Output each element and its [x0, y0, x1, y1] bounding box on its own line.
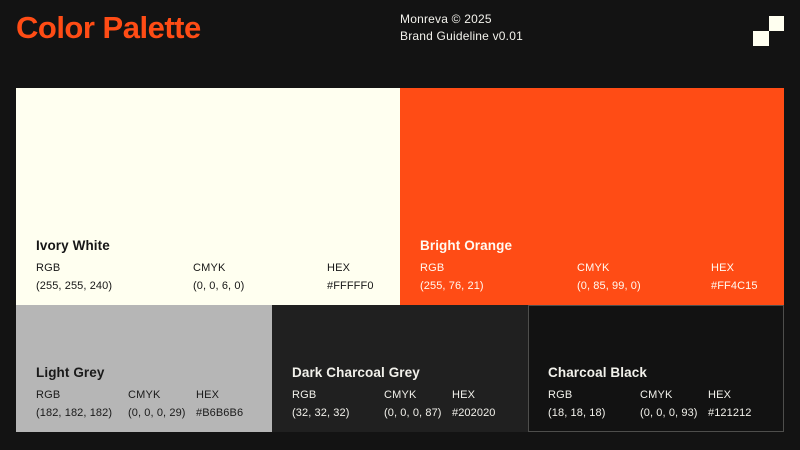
swatch-info: Ivory White RGB (255, 255, 240) CMYK (0,…	[16, 238, 400, 305]
swatch-grid: Ivory White RGB (255, 255, 240) CMYK (0,…	[16, 88, 784, 432]
cmyk-column: CMYK (0, 0, 0, 29)	[128, 389, 196, 419]
hex-column: HEX #B6B6B6	[196, 389, 258, 419]
cmyk-value: (0, 0, 0, 87)	[384, 407, 442, 419]
swatch-ivory-white: Ivory White RGB (255, 255, 240) CMYK (0,…	[16, 88, 400, 305]
swatch-name: Bright Orange	[420, 238, 513, 253]
rgb-label: RGB	[292, 389, 317, 401]
swatch-info: Light Grey RGB (182, 182, 182) CMYK (0, …	[16, 365, 272, 432]
hex-value: #121212	[708, 407, 752, 419]
rgb-column: RGB (32, 32, 32)	[292, 389, 384, 419]
cmyk-label: CMYK	[128, 389, 161, 401]
rgb-column: RGB (255, 76, 21)	[420, 262, 577, 292]
hex-label: HEX	[196, 389, 220, 401]
rgb-column: RGB (18, 18, 18)	[548, 389, 640, 419]
deco-square-bottom-icon	[753, 31, 769, 46]
hex-label: HEX	[708, 389, 732, 401]
hex-column: HEX #121212	[708, 389, 769, 419]
cmyk-label: CMYK	[384, 389, 417, 401]
brand-note-line-2: Brand Guideline v0.01	[400, 29, 523, 43]
hex-column: HEX #FFFFF0	[327, 262, 386, 292]
cmyk-label: CMYK	[577, 262, 610, 274]
brand-note: Monreva © 2025 Brand Guideline v0.01	[400, 11, 523, 45]
hex-column: HEX #FF4C15	[711, 262, 770, 292]
rgb-column: RGB (255, 255, 240)	[36, 262, 193, 292]
swatch-specs: RGB (18, 18, 18) CMYK (0, 0, 0, 93) HEX …	[548, 389, 769, 419]
swatch-dark-charcoal-grey: Dark Charcoal Grey RGB (32, 32, 32) CMYK…	[272, 305, 528, 432]
cmyk-value: (0, 0, 6, 0)	[193, 280, 245, 292]
cmyk-label: CMYK	[193, 262, 226, 274]
rgb-label: RGB	[548, 389, 573, 401]
swatch-light-grey: Light Grey RGB (182, 182, 182) CMYK (0, …	[16, 305, 272, 432]
swatch-charcoal-black: Charcoal Black RGB (18, 18, 18) CMYK (0,…	[528, 305, 784, 432]
rgb-value: (255, 255, 240)	[36, 280, 113, 292]
swatch-specs: RGB (255, 76, 21) CMYK (0, 85, 99, 0) HE…	[420, 262, 770, 292]
cmyk-value: (0, 0, 0, 29)	[128, 407, 186, 419]
swatch-specs: RGB (182, 182, 182) CMYK (0, 0, 0, 29) H…	[36, 389, 258, 419]
swatch-info: Bright Orange RGB (255, 76, 21) CMYK (0,…	[400, 238, 784, 305]
cmyk-value: (0, 85, 99, 0)	[577, 280, 641, 292]
rgb-value: (255, 76, 21)	[420, 280, 484, 292]
cmyk-value: (0, 0, 0, 93)	[640, 407, 698, 419]
cmyk-column: CMYK (0, 0, 0, 93)	[640, 389, 708, 419]
hex-label: HEX	[452, 389, 476, 401]
swatch-name: Charcoal Black	[548, 365, 647, 380]
cmyk-column: CMYK (0, 85, 99, 0)	[577, 262, 711, 292]
swatch-name: Light Grey	[36, 365, 105, 380]
swatch-info: Dark Charcoal Grey RGB (32, 32, 32) CMYK…	[272, 365, 528, 432]
cmyk-label: CMYK	[640, 389, 673, 401]
swatch-info: Charcoal Black RGB (18, 18, 18) CMYK (0,…	[529, 365, 783, 431]
rgb-label: RGB	[36, 389, 61, 401]
hex-value: #202020	[452, 407, 496, 419]
swatch-name: Ivory White	[36, 238, 110, 253]
deco-squares-icon	[0, 0, 800, 60]
swatch-specs: RGB (255, 255, 240) CMYK (0, 0, 6, 0) HE…	[36, 262, 386, 292]
rgb-label: RGB	[36, 262, 61, 274]
rgb-value: (18, 18, 18)	[548, 407, 606, 419]
hex-label: HEX	[327, 262, 351, 274]
hex-label: HEX	[711, 262, 735, 274]
swatch-row-bottom: Light Grey RGB (182, 182, 182) CMYK (0, …	[16, 305, 784, 432]
rgb-column: RGB (182, 182, 182)	[36, 389, 128, 419]
rgb-value: (182, 182, 182)	[36, 407, 113, 419]
hex-value: #FFFFF0	[327, 280, 374, 292]
cmyk-column: CMYK (0, 0, 0, 87)	[384, 389, 452, 419]
hex-column: HEX #202020	[452, 389, 514, 419]
deco-square-top-icon	[769, 16, 784, 31]
swatch-bright-orange: Bright Orange RGB (255, 76, 21) CMYK (0,…	[400, 88, 784, 305]
brand-note-line-1: Monreva © 2025	[400, 12, 492, 26]
swatch-name: Dark Charcoal Grey	[292, 365, 420, 380]
page-title: Color Palette	[16, 10, 201, 45]
swatch-specs: RGB (32, 32, 32) CMYK (0, 0, 0, 87) HEX …	[292, 389, 514, 419]
swatch-row-top: Ivory White RGB (255, 255, 240) CMYK (0,…	[16, 88, 784, 305]
rgb-value: (32, 32, 32)	[292, 407, 350, 419]
hex-value: #FF4C15	[711, 280, 758, 292]
cmyk-column: CMYK (0, 0, 6, 0)	[193, 262, 327, 292]
rgb-label: RGB	[420, 262, 445, 274]
hex-value: #B6B6B6	[196, 407, 244, 419]
